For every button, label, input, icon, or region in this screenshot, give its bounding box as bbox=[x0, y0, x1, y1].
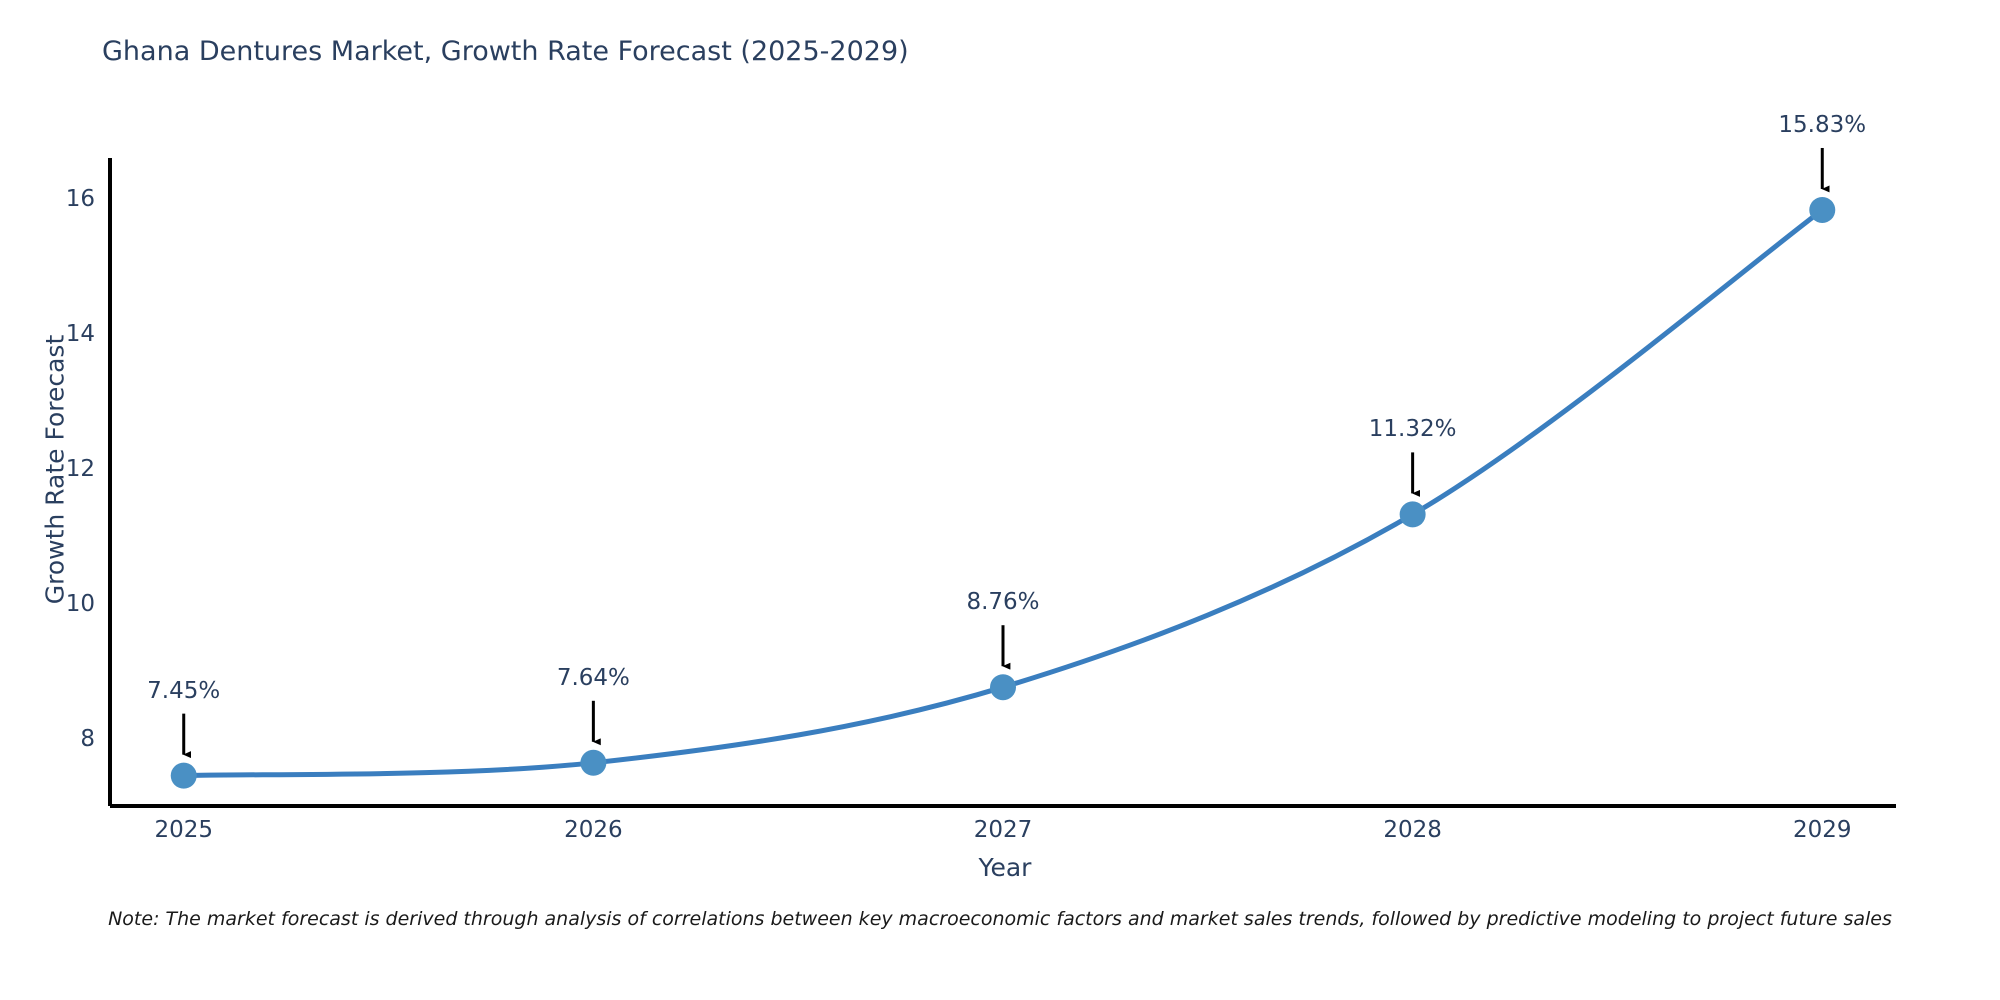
data-point-marker[interactable] bbox=[990, 674, 1016, 701]
x-axis-title-text: Year bbox=[978, 853, 1032, 882]
data-point-label: 11.32% bbox=[1368, 416, 1457, 443]
data-point-marker[interactable] bbox=[170, 762, 197, 789]
data-point-marker[interactable] bbox=[1809, 196, 1836, 223]
data-point-marker[interactable] bbox=[1399, 501, 1426, 528]
y-axis-tick-labels: 8 10 12 14 16 bbox=[25, 0, 95, 1000]
data-point-label: 8.76% bbox=[966, 589, 1040, 616]
x-tick-label: 2027 bbox=[973, 817, 1033, 843]
x-tick-label: 2026 bbox=[564, 817, 623, 843]
y-tick-label: 16 bbox=[65, 185, 95, 212]
y-tick-label: 12 bbox=[65, 455, 95, 482]
axis-lines bbox=[108, 158, 1896, 808]
x-axis-title: Year bbox=[0, 853, 2000, 882]
y-tick-label: 8 bbox=[80, 725, 95, 752]
data-point-label: 7.45% bbox=[147, 677, 221, 704]
x-tick-label: 2029 bbox=[1792, 817, 1852, 843]
y-tick-label: 14 bbox=[65, 320, 95, 347]
data-point-markers bbox=[170, 196, 1836, 789]
data-point-label: 15.83% bbox=[1778, 111, 1867, 138]
data-point-label: 7.64% bbox=[556, 664, 630, 691]
y-tick-label: 10 bbox=[65, 590, 95, 617]
chart-title: Ghana Dentures Market, Growth Rate Forec… bbox=[102, 36, 909, 67]
data-point-marker[interactable] bbox=[580, 749, 607, 776]
x-tick-label: 2025 bbox=[154, 817, 213, 843]
footer-note: Note: The market forecast is derived thr… bbox=[108, 908, 1892, 930]
x-tick-label: 2028 bbox=[1383, 817, 1442, 843]
annotation-arrows bbox=[182, 147, 1830, 759]
